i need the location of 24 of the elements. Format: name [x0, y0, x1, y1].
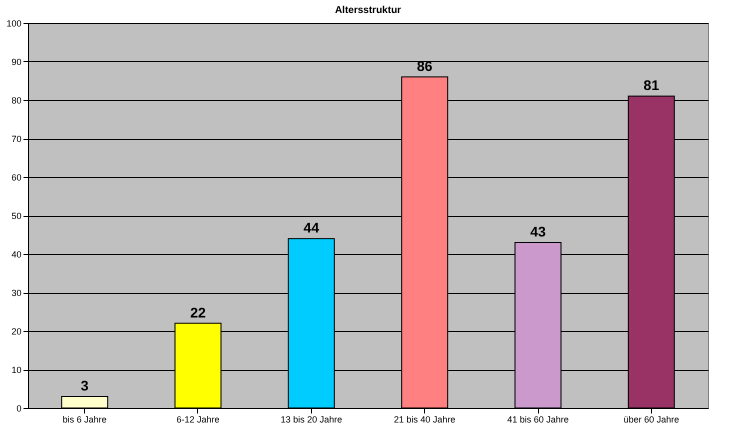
x-tick-label: 6-12 Jahre [176, 414, 220, 424]
data-label: 44 [304, 220, 320, 236]
y-tick-label: 0 [16, 404, 22, 414]
x-tick-label: 41 bis 60 Jahre [507, 414, 569, 424]
data-label: 22 [190, 304, 206, 320]
y-tick-label: 20 [11, 326, 22, 336]
x-tick-label: über 60 Jahre [624, 414, 680, 424]
y-tick-label: 60 [11, 172, 22, 182]
data-label: 81 [644, 77, 660, 94]
x-tick-label: 21 bis 40 Jahre [394, 414, 456, 424]
x-tick-label: 13 bis 20 Jahre [280, 414, 342, 424]
chart-title: Altersstruktur [334, 5, 402, 16]
y-tick-label: 40 [11, 250, 22, 260]
y-tick-label: 90 [11, 57, 22, 67]
y-tick-label: 50 [11, 211, 22, 221]
data-label: 3 [80, 377, 89, 394]
y-tick-label: 10 [11, 365, 22, 375]
y-tick-label: 30 [11, 288, 22, 298]
y-tick-label: 80 [11, 96, 22, 106]
x-tick-label: bis 6 Jahre [62, 414, 107, 424]
y-tick-label: 100 [6, 18, 22, 28]
data-label: 86 [416, 58, 433, 74]
data-label: 43 [530, 223, 546, 240]
y-tick-label: 70 [11, 134, 22, 144]
